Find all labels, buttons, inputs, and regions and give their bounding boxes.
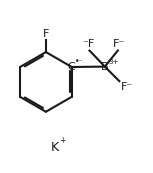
Text: F⁻: F⁻ (121, 82, 133, 92)
Text: +: + (59, 136, 66, 145)
Text: F: F (43, 29, 49, 39)
Text: 3+: 3+ (108, 59, 119, 65)
Text: C: C (68, 62, 76, 72)
Text: F⁻: F⁻ (112, 39, 125, 49)
Text: •⁻: •⁻ (75, 57, 84, 66)
Text: B: B (101, 62, 109, 72)
Text: K: K (51, 141, 59, 154)
Text: ⁻F: ⁻F (83, 39, 95, 49)
